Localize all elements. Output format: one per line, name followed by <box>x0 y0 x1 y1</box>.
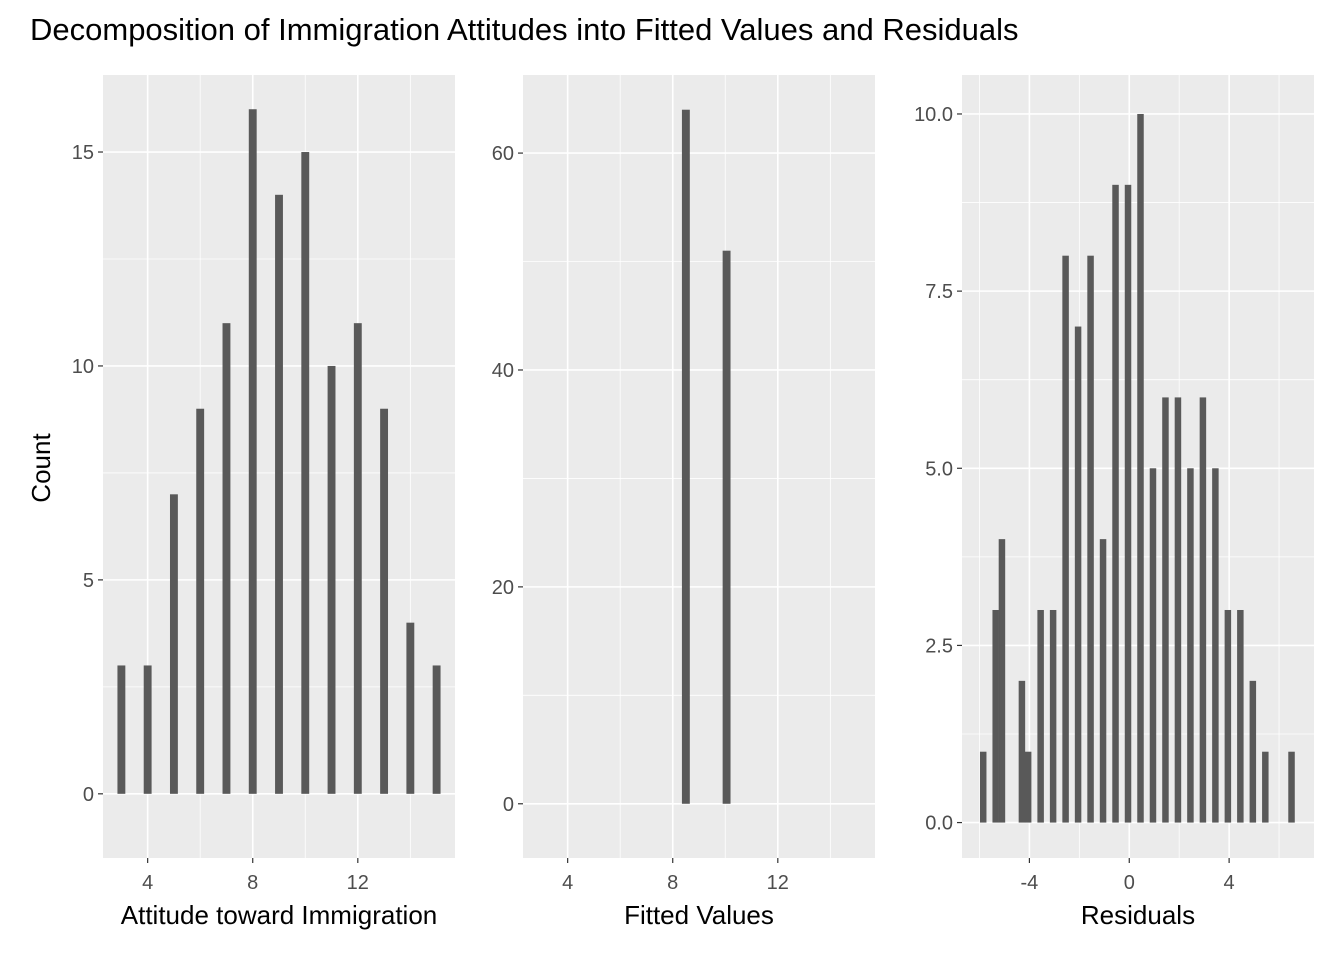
fitted-values-x-tick-label: 8 <box>667 872 678 894</box>
attitude-bar <box>380 408 389 794</box>
attitude-x-tick-label: 8 <box>247 872 258 894</box>
attitude-bar <box>117 665 126 794</box>
residuals-bar <box>1112 184 1119 823</box>
residuals-x-tick-label: 0 <box>1124 872 1135 894</box>
panel-fitted-values: 0 20 40 60 4 8 12 Fitted Values <box>492 75 875 930</box>
fitted-values-bar <box>681 109 690 804</box>
residuals-bar <box>979 751 987 823</box>
panel-residuals: 0.0 2.5 5.0 7.5 10.0 -4 0 4 Residuals <box>914 75 1314 930</box>
attitude-bar <box>248 109 257 794</box>
fitted-values-y-tick-label: 20 <box>492 577 514 599</box>
residuals-bar <box>1212 468 1219 823</box>
residuals-bar <box>1149 468 1157 823</box>
residuals-bar <box>1162 397 1169 823</box>
residuals-bar <box>998 539 1006 823</box>
attitude-bar <box>406 622 415 794</box>
fitted-values-panel-background <box>523 75 875 858</box>
y-axis-title: Count <box>26 433 56 503</box>
attitude-x-axis-title: Attitude toward Immigration <box>121 900 437 930</box>
attitude-bar <box>143 665 152 794</box>
attitude-bar <box>169 494 178 794</box>
residuals-bar <box>1262 751 1269 823</box>
residuals-y-tick-label: 7.5 <box>925 281 953 303</box>
residuals-x-tick-label: 4 <box>1224 872 1235 894</box>
attitude-bar <box>196 408 205 794</box>
residuals-bar <box>1174 397 1182 823</box>
residuals-bar <box>1062 255 1069 823</box>
residuals-bar <box>992 609 999 823</box>
attitude-bar <box>327 365 336 794</box>
fitted-values-y-tick-label: 60 <box>492 143 514 165</box>
attitude-bar <box>301 152 310 794</box>
panel-attitude: 0 5 10 15 4 8 12 Attitude toward Immigration <box>72 75 455 930</box>
residuals-bar <box>1024 751 1032 823</box>
residuals-y-tick-label: 0.0 <box>925 813 953 835</box>
residuals-bar <box>1074 326 1082 823</box>
residuals-bar <box>1037 609 1044 823</box>
residuals-bar <box>1199 397 1207 823</box>
attitude-x-tick-label: 4 <box>142 872 153 894</box>
residuals-bar <box>1187 468 1194 823</box>
attitude-bar <box>222 323 231 794</box>
fitted-values-x-tick-label: 12 <box>767 872 789 894</box>
residuals-x-tick-label: -4 <box>1021 872 1039 894</box>
residuals-bar <box>1237 609 1244 823</box>
residuals-bar <box>1049 609 1057 823</box>
fitted-values-y-tick-label: 0 <box>503 794 514 816</box>
fitted-values-bar <box>722 250 731 804</box>
residuals-y-tick-label: 2.5 <box>925 635 953 657</box>
residuals-bar <box>1137 113 1144 823</box>
fitted-values-x-tick-label: 4 <box>562 872 573 894</box>
residuals-bar <box>1249 680 1257 823</box>
attitude-y-tick-label: 5 <box>83 570 94 592</box>
chart-title: Decomposition of Immigration Attitudes i… <box>30 12 1019 47</box>
residuals-bar <box>1288 751 1295 823</box>
residuals-bar <box>1087 255 1094 823</box>
residuals-bar <box>1099 539 1107 823</box>
residuals-bar <box>1224 609 1232 823</box>
attitude-y-tick-label: 15 <box>72 142 94 164</box>
attitude-y-tick-label: 0 <box>83 784 94 806</box>
fitted-values-x-axis-title: Fitted Values <box>624 900 774 930</box>
attitude-bar <box>432 665 441 794</box>
attitude-bar <box>353 323 362 794</box>
residuals-x-axis-title: Residuals <box>1081 900 1195 930</box>
attitude-x-tick-label: 12 <box>347 872 369 894</box>
residuals-y-tick-label: 10.0 <box>914 104 953 126</box>
residuals-y-tick-label: 5.0 <box>925 458 953 480</box>
attitude-y-tick-label: 10 <box>72 356 94 378</box>
residuals-bar <box>1018 680 1026 823</box>
fitted-values-y-tick-label: 40 <box>492 360 514 382</box>
attitude-bar <box>275 194 283 794</box>
residuals-bar <box>1124 184 1132 823</box>
